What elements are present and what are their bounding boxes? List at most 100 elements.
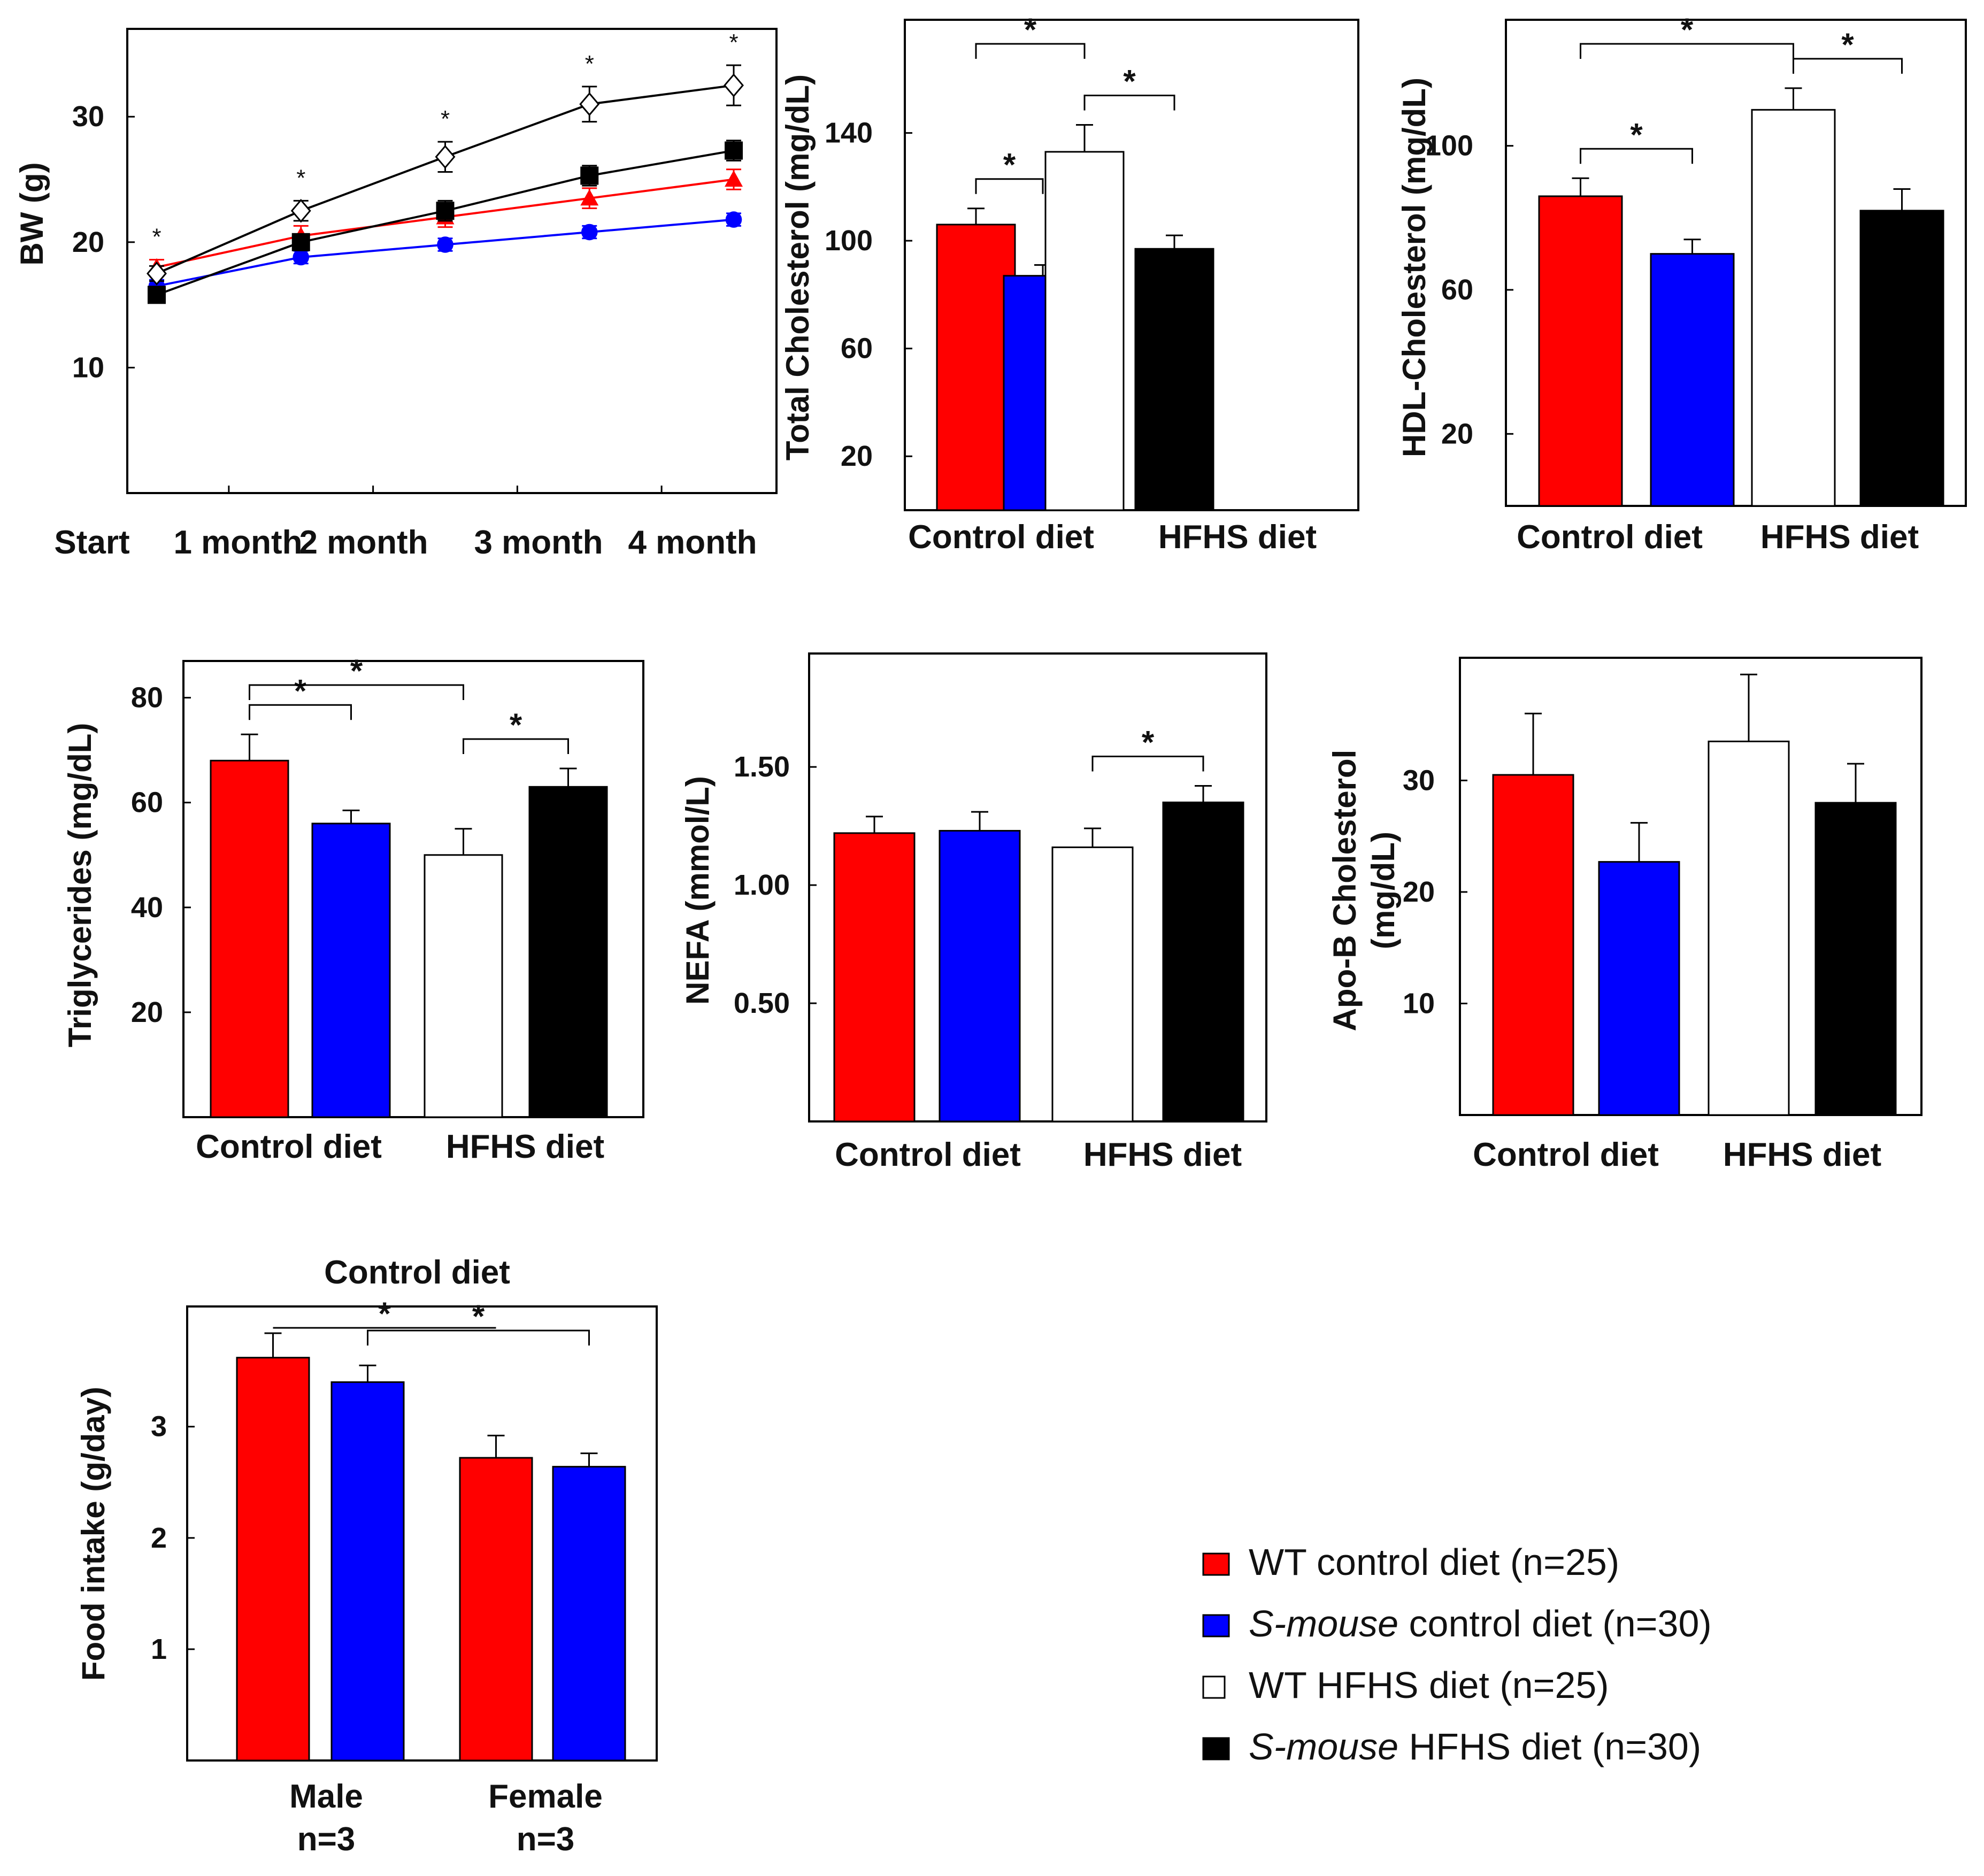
legend-swatch: [1202, 1614, 1230, 1637]
plot-frame: [808, 652, 1267, 1122]
bar: [1134, 248, 1214, 511]
data-point: [725, 211, 742, 228]
group-label: Control diet: [835, 1136, 1021, 1173]
bar: [459, 1457, 533, 1762]
x-tick-label: 2 month: [299, 524, 428, 561]
y-tick-label: 20: [72, 226, 104, 258]
significance-star: *: [1681, 12, 1694, 48]
bar: [1492, 774, 1574, 1116]
group-label: Female: [488, 1778, 603, 1815]
significance-bracket: [367, 1329, 590, 1346]
y-axis-label: Apo-B Cholesterol(mg/dL): [1327, 750, 1401, 1032]
data-point: [579, 92, 600, 117]
data-point: [147, 262, 167, 286]
legend-label-italic: S-mouse: [1249, 1603, 1398, 1644]
legend-swatch: [1202, 1552, 1230, 1576]
y-tick-label: 60: [131, 787, 163, 819]
y-axis-label: Food intake (g/day): [75, 1387, 111, 1681]
data-point: [725, 141, 743, 160]
plot-frame: [1459, 657, 1923, 1116]
significance-star: *: [296, 165, 305, 191]
data-point: [293, 249, 310, 266]
bar: [939, 829, 1021, 1122]
legend: WT control diet (n=25) S-mouse control di…: [1202, 1541, 1712, 1767]
bar: [552, 1466, 626, 1762]
bar: [1650, 253, 1735, 507]
bar: [1751, 109, 1836, 507]
plot-frame: [1505, 19, 1967, 507]
group-label: HFHS diet: [1083, 1136, 1242, 1173]
x-tick-label: 3 month: [474, 524, 603, 561]
bar: [311, 822, 391, 1118]
data-point: [290, 198, 311, 223]
data-point: [580, 189, 599, 206]
y-axis-label-line: (mg/dL): [1365, 832, 1401, 949]
significance-star: *: [350, 653, 363, 689]
bar: [424, 854, 503, 1118]
legend-label: S-mouse HFHS diet (n=30): [1249, 1726, 1701, 1767]
significance-bracket: [975, 43, 1086, 59]
x-tick-label: Start: [54, 524, 129, 561]
group-label: Control diet: [1473, 1136, 1659, 1173]
chart-nefa: 0.50 1.00 1.50 NEFA (mmol/L) Control diet HFH…: [680, 652, 1267, 1173]
group-label: Control diet: [908, 519, 1094, 556]
group-sublabel: n=3: [297, 1821, 356, 1858]
y-tick-label: 20: [841, 440, 873, 472]
significance-star: *: [729, 29, 738, 56]
data-point: [580, 166, 599, 185]
bar: [1162, 801, 1244, 1122]
y-tick-label: 30: [72, 101, 104, 133]
group-label: HFHS diet: [1723, 1136, 1881, 1173]
bar: [1051, 846, 1134, 1122]
y-tick-label: 1: [151, 1633, 167, 1665]
significance-star: *: [1123, 64, 1136, 99]
data-point: [724, 73, 744, 97]
significance-bracket: [1091, 755, 1204, 772]
significance-bracket: [1580, 43, 1794, 59]
significance-bracket: [463, 738, 569, 754]
significance-star: *: [1142, 724, 1155, 760]
bar: [210, 759, 289, 1118]
significance-star: *: [152, 224, 161, 250]
y-tick-label: 20: [1441, 418, 1473, 450]
bar: [528, 786, 608, 1118]
significance-star: *: [294, 673, 307, 709]
significance-bracket: [249, 704, 352, 720]
bar: [1814, 802, 1897, 1116]
chart-food: 1 2 3 Food intake (g/day) Male Female n=3 n=3 Co…: [75, 1254, 658, 1858]
significance-bracket: [1083, 95, 1175, 111]
significance-bracket: [1580, 148, 1693, 164]
data-point: [148, 286, 166, 304]
y-axis-label: NEFA (mmol/L): [680, 776, 716, 1005]
y-tick-label: 20: [1403, 876, 1435, 908]
significance-bracket: [975, 178, 1044, 194]
group-label: Control diet: [196, 1128, 382, 1165]
bar: [1859, 210, 1944, 507]
significance-bracket: [249, 684, 464, 700]
data-point: [291, 233, 310, 251]
y-tick-label: 60: [841, 333, 873, 365]
significance-star: *: [1630, 117, 1643, 152]
legend-label-text: WT control diet (n=25): [1249, 1541, 1619, 1583]
bar: [1538, 195, 1623, 507]
bar: [1598, 861, 1680, 1116]
legend-swatch: [1202, 1737, 1230, 1760]
y-tick-label: 20: [131, 996, 163, 1028]
bar: [1044, 151, 1125, 511]
group-sublabel: n=3: [517, 1821, 575, 1858]
significance-star: *: [472, 1298, 485, 1334]
y-axis-label: BW (g): [14, 162, 50, 265]
group-label: HFHS diet: [1760, 519, 1919, 556]
bar: [330, 1381, 405, 1762]
plot-frame: [904, 19, 1359, 511]
y-axis-label: HDL-Cholesterol (mg/dL): [1396, 78, 1432, 457]
y-tick-label: 10: [1403, 987, 1435, 1019]
plot-frame: [126, 28, 778, 494]
data-point: [437, 236, 453, 253]
x-tick-label: 4 month: [628, 524, 757, 561]
y-axis-label-line: Apo-B Cholesterol: [1327, 750, 1363, 1032]
legend-label-italic: S-mouse: [1249, 1726, 1398, 1767]
